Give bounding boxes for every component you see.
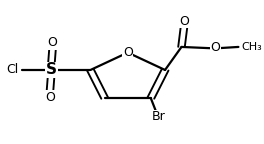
Text: O: O (48, 36, 58, 49)
Text: Cl: Cl (6, 64, 18, 76)
Text: O: O (45, 91, 55, 104)
Text: O: O (123, 46, 133, 59)
Text: Br: Br (152, 110, 165, 123)
Text: O: O (211, 41, 221, 54)
Text: O: O (179, 15, 189, 28)
Text: S: S (46, 62, 57, 77)
Text: CH₃: CH₃ (241, 42, 262, 52)
